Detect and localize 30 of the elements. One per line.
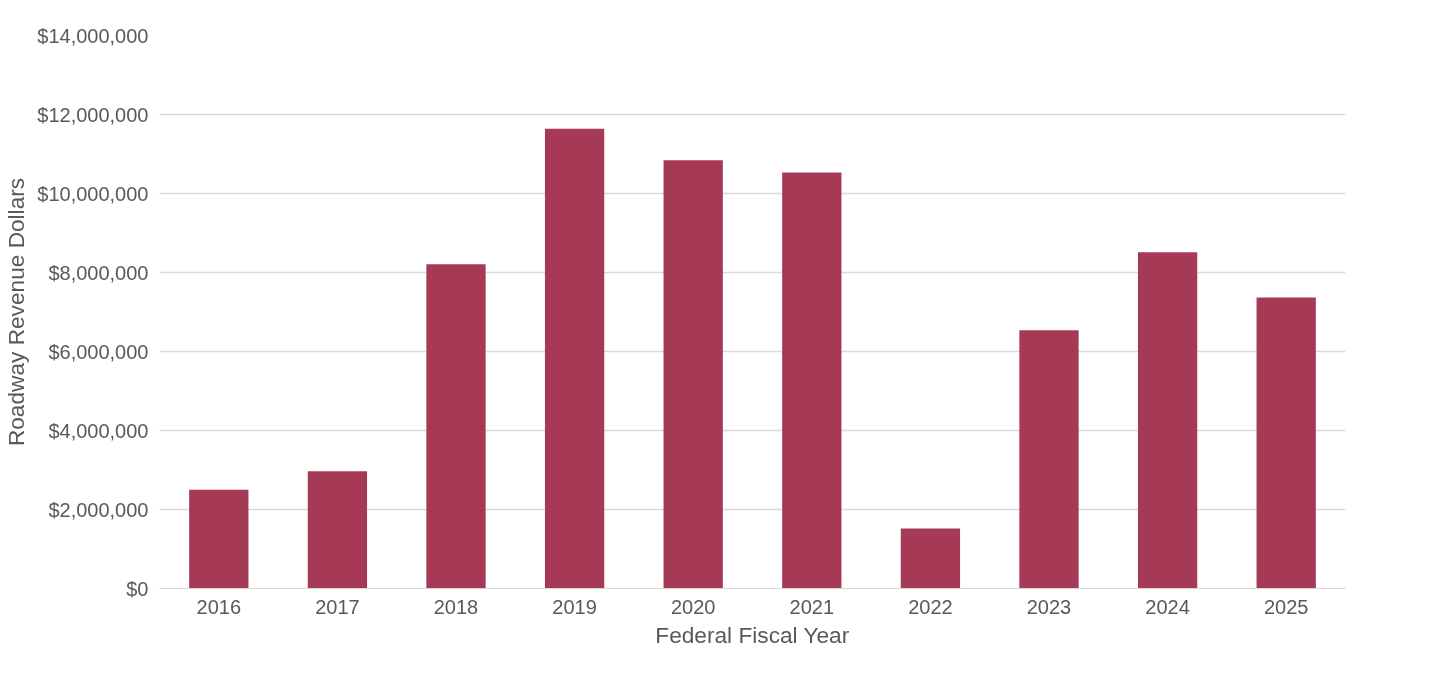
bar <box>782 172 842 589</box>
bar <box>1137 252 1198 589</box>
y-axis-title: Roadway Revenue Dollars <box>3 177 30 447</box>
y-tick-label: $2,000,000 <box>48 498 149 521</box>
y-tick-label: $8,000,000 <box>48 261 149 284</box>
x-tick-label: 2022 <box>908 595 953 618</box>
bar <box>1019 330 1079 589</box>
y-tick-label: $12,000,000 <box>37 103 149 126</box>
bar <box>663 160 723 589</box>
x-tick-label: 2016 <box>196 595 242 618</box>
x-tick-label: 2018 <box>433 595 479 618</box>
y-tick-label: $4,000,000 <box>48 419 149 442</box>
x-axis-title: Federal Fiscal Year <box>655 621 850 648</box>
y-tick-label: $14,000,000 <box>37 24 149 47</box>
x-tick-label: 2023 <box>1026 595 1072 618</box>
y-tick-label: $10,000,000 <box>37 182 149 205</box>
bar <box>426 264 486 589</box>
bar <box>900 528 961 589</box>
y-tick-label: $6,000,000 <box>48 340 149 363</box>
y-tick-label: $0 <box>126 577 149 600</box>
x-tick-label: 2024 <box>1145 595 1190 618</box>
x-tick-label: 2019 <box>552 595 597 618</box>
bar <box>544 128 605 589</box>
x-tick-label: 2021 <box>789 595 835 618</box>
bar <box>307 471 368 589</box>
bar <box>189 489 249 589</box>
x-tick-label: 2020 <box>670 595 716 618</box>
x-tick-label: 2017 <box>315 595 360 618</box>
x-tick-label: 2025 <box>1263 595 1309 618</box>
bar <box>1256 297 1316 589</box>
